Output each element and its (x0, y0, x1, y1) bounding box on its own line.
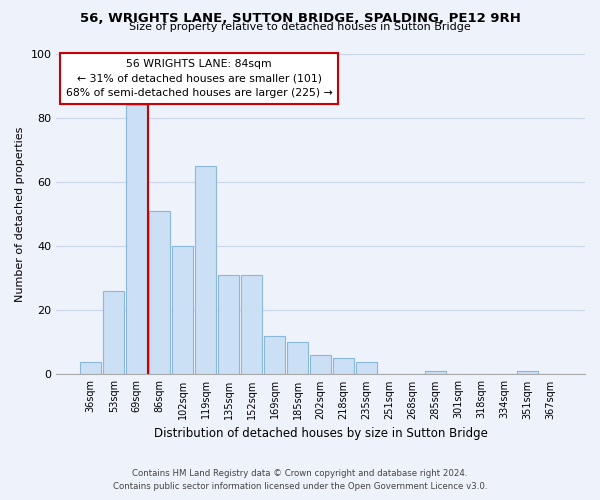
Bar (356, 362, 377, 374)
Bar (334, 358, 354, 374)
Bar (172, 246, 193, 374)
Bar (241, 275, 262, 374)
Bar (103, 291, 124, 374)
Text: Contains HM Land Registry data © Crown copyright and database right 2024.
Contai: Contains HM Land Registry data © Crown c… (113, 469, 487, 491)
Bar (265, 336, 285, 374)
Bar (196, 166, 216, 374)
Text: 56, WRIGHTS LANE, SUTTON BRIDGE, SPALDING, PE12 9RH: 56, WRIGHTS LANE, SUTTON BRIDGE, SPALDIN… (80, 12, 520, 26)
Text: Size of property relative to detached houses in Sutton Bridge: Size of property relative to detached ho… (129, 22, 471, 32)
Bar (80, 362, 101, 374)
Text: 56 WRIGHTS LANE: 84sqm
← 31% of detached houses are smaller (101)
68% of semi-de: 56 WRIGHTS LANE: 84sqm ← 31% of detached… (66, 59, 332, 98)
Bar (517, 371, 538, 374)
Y-axis label: Number of detached properties: Number of detached properties (15, 126, 25, 302)
Bar (425, 371, 446, 374)
Bar (218, 275, 239, 374)
Bar (287, 342, 308, 374)
X-axis label: Distribution of detached houses by size in Sutton Bridge: Distribution of detached houses by size … (154, 427, 488, 440)
Bar (310, 355, 331, 374)
Bar (127, 106, 147, 374)
Bar (149, 211, 170, 374)
